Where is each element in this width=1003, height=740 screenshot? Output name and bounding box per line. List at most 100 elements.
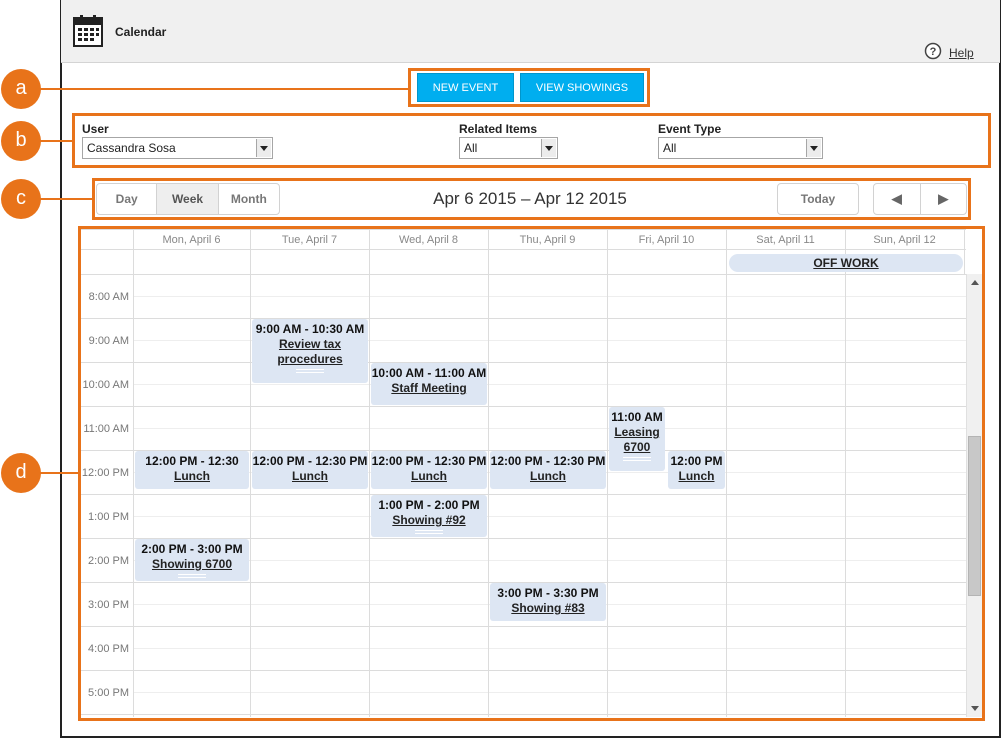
scrollbar-thumb[interactable] <box>968 436 981 596</box>
date-nav-group: ◀ ▶ <box>873 183 967 215</box>
help-icon[interactable]: ? <box>924 42 942 60</box>
event-time: 12:00 PM - 12:30 PM <box>371 454 487 468</box>
time-label: 2:00 PM <box>88 555 129 567</box>
callout-b-line <box>40 140 74 142</box>
resize-handle[interactable] <box>623 457 651 461</box>
time-label: 12:00 PM <box>81 467 129 479</box>
grid-line <box>133 229 134 717</box>
event-title: Showing 6700 <box>151 557 233 571</box>
grid-line <box>81 362 966 363</box>
view-week-button[interactable]: Week <box>157 184 219 214</box>
event-lunch-mon[interactable]: 12:00 PM - 12:30 Lunch <box>135 451 249 489</box>
grid-line <box>607 229 608 717</box>
event-title: Leasing 6700 <box>614 425 660 454</box>
grid-line <box>726 229 727 717</box>
grid-line <box>81 406 966 407</box>
related-items-select[interactable]: All <box>459 137 558 159</box>
chevron-down-icon <box>806 139 821 157</box>
today-button[interactable]: Today <box>777 183 859 215</box>
event-type-select[interactable]: All <box>658 137 823 159</box>
time-label: 8:00 AM <box>88 291 129 303</box>
grid-line <box>81 229 966 230</box>
day-header: Sat, April 11 <box>756 234 815 246</box>
grid-line <box>81 318 966 319</box>
grid-line <box>133 296 966 297</box>
callout-b-box <box>72 113 991 168</box>
event-time: 10:00 AM - 11:00 AM <box>371 366 487 380</box>
scroll-up-icon[interactable] <box>971 280 979 285</box>
event-title: Review tax procedures <box>277 337 343 366</box>
new-event-button[interactable]: NEW EVENT <box>417 73 514 102</box>
event-staff-meeting[interactable]: 10:00 AM - 11:00 AM Staff Meeting <box>371 363 487 405</box>
event-time: 2:00 PM - 3:00 PM <box>141 542 243 556</box>
callout-a-box <box>408 68 650 107</box>
callout-a-line <box>40 88 410 90</box>
related-items-select-value: All <box>464 141 478 155</box>
user-select-value: Cassandra Sosa <box>87 141 176 155</box>
grid-line <box>250 229 251 717</box>
week-grid: Mon, April 6 Tue, April 7 Wed, April 8 T… <box>81 229 982 717</box>
grid-line <box>133 340 966 341</box>
grid-line <box>133 516 966 517</box>
view-month-button[interactable]: Month <box>230 192 267 206</box>
event-lunch-tue[interactable]: 12:00 PM - 12:30 PM Lunch <box>252 451 368 489</box>
event-showing-6700[interactable]: 2:00 PM - 3:00 PM Showing 6700 <box>135 539 249 581</box>
view-showings-button[interactable]: VIEW SHOWINGS <box>520 73 644 102</box>
chevron-down-icon <box>256 139 271 157</box>
chevron-down-icon <box>541 139 556 157</box>
grid-line <box>488 229 489 717</box>
day-header: Fri, April 10 <box>638 234 695 246</box>
day-header: Tue, April 7 <box>281 234 338 246</box>
event-review-tax[interactable]: 9:00 AM - 10:30 AM Review tax procedures <box>252 319 368 383</box>
resize-handle[interactable] <box>178 574 206 578</box>
resize-handle[interactable] <box>415 530 443 534</box>
time-label: 10:00 AM <box>82 379 129 391</box>
scroll-down-icon[interactable] <box>971 706 979 711</box>
event-lunch-fri[interactable]: 12:00 PM Lunch <box>668 451 725 489</box>
next-arrow-icon[interactable]: ▶ <box>938 191 949 206</box>
time-label: 5:00 PM <box>88 687 129 699</box>
grid-line <box>133 384 966 385</box>
user-select[interactable]: Cassandra Sosa <box>82 137 273 159</box>
event-title: Lunch <box>678 469 715 483</box>
event-time: 12:00 PM - 12:30 <box>145 454 239 468</box>
event-lunch-wed[interactable]: 12:00 PM - 12:30 PM Lunch <box>371 451 487 489</box>
grid-line <box>369 229 370 717</box>
all-day-event-off-work[interactable]: OFF WORK <box>729 254 963 272</box>
event-title: Lunch <box>411 469 447 483</box>
event-title: Lunch <box>292 469 328 483</box>
event-title: Showing #92 <box>392 513 466 527</box>
view-day-button[interactable]: Day <box>97 184 158 214</box>
time-label: 9:00 AM <box>88 335 129 347</box>
time-label: 4:00 PM <box>88 643 129 655</box>
grid-line <box>81 249 966 250</box>
grid-line <box>133 692 966 693</box>
vertical-scrollbar[interactable] <box>966 274 982 717</box>
help-link[interactable]: Help <box>949 46 974 60</box>
event-leasing[interactable]: 11:00 AM Leasing 6700 <box>609 407 665 471</box>
callout-c-line <box>40 198 94 200</box>
event-time: 9:00 AM - 10:30 AM <box>255 322 365 336</box>
event-time: 11:00 AM <box>611 410 663 424</box>
header-bar <box>61 0 1000 63</box>
callout-d-box <box>78 226 985 721</box>
grid-line <box>81 538 966 539</box>
event-showing-83[interactable]: 3:00 PM - 3:30 PM Showing #83 <box>490 583 606 621</box>
resize-handle[interactable] <box>296 369 324 373</box>
callout-d-line <box>40 472 80 474</box>
event-time: 12:00 PM <box>670 454 723 468</box>
grid-line <box>964 229 965 274</box>
event-type-select-value: All <box>663 141 677 155</box>
grid-line <box>133 428 966 429</box>
event-lunch-thu[interactable]: 12:00 PM - 12:30 PM Lunch <box>490 451 606 489</box>
event-time: 1:00 PM - 2:00 PM <box>378 498 480 512</box>
event-showing-92[interactable]: 1:00 PM - 2:00 PM Showing #92 <box>371 495 487 537</box>
grid-line <box>133 560 966 561</box>
prev-arrow-icon[interactable]: ◀ <box>874 184 921 214</box>
callout-d: d <box>1 453 41 493</box>
grid-line <box>81 450 966 451</box>
time-label: 1:00 PM <box>88 511 129 523</box>
event-time: 12:00 PM - 12:30 PM <box>252 454 368 468</box>
day-header: Thu, April 9 <box>519 234 576 246</box>
related-items-label: Related Items <box>459 122 538 136</box>
